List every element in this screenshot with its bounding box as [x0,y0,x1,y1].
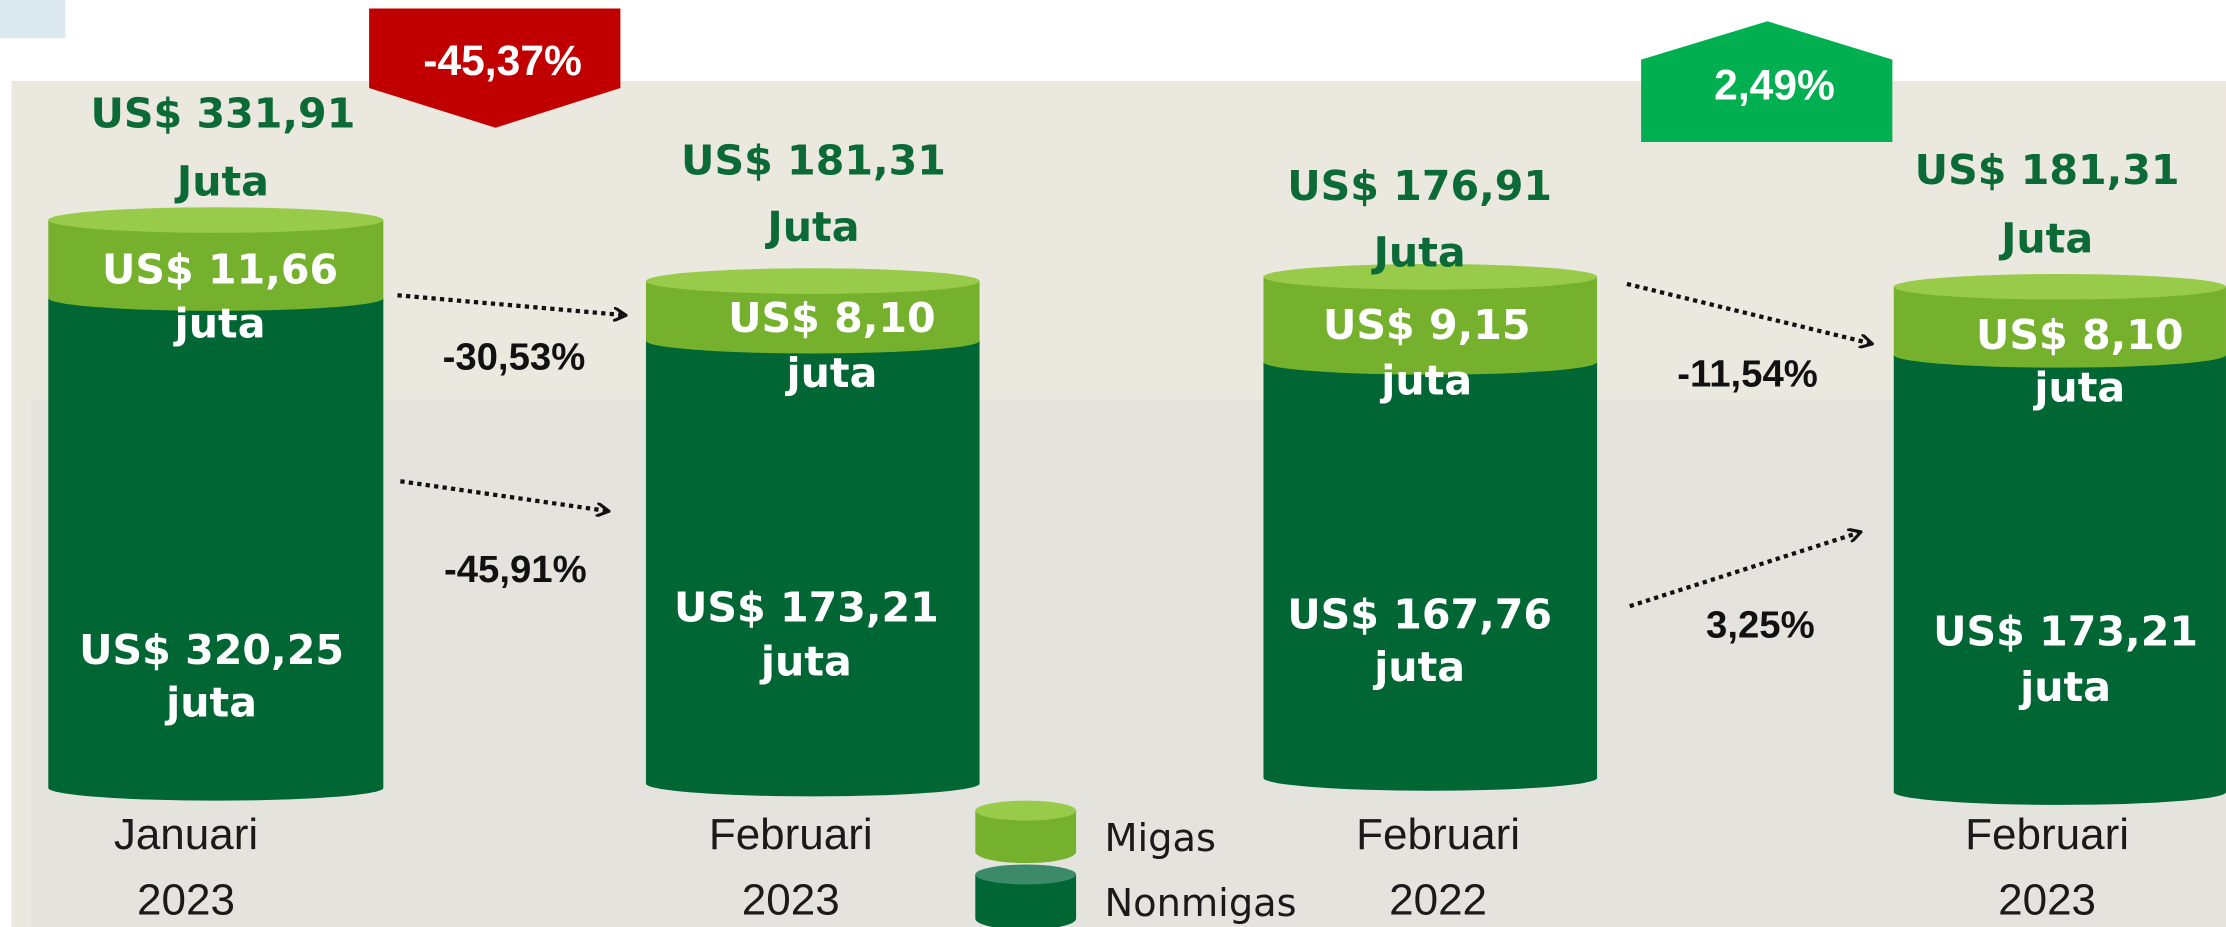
total-unit: Juta [764,203,859,251]
badge-down [369,8,621,128]
migas-unit: juta [2032,363,2125,411]
total-value: US$ 181,31 [681,136,946,184]
cylinder-nonmigas [645,340,980,797]
nonmigas-unit: juta [759,637,852,685]
nonmigas-value: US$ 173,21 [674,583,939,631]
legend-label: Nonmigas [1104,881,1296,926]
legend-migas-top [975,800,1077,821]
year: 2023 [137,875,235,924]
migas-value: US$ 9,15 [1323,301,1531,349]
total-value: US$ 176,91 [1287,162,1552,210]
migas-value: US$ 11,66 [102,246,338,294]
year: 2022 [1389,875,1487,924]
nonmigas-value: US$ 320,25 [79,626,344,674]
cylinder-top [1893,273,2226,300]
cylinder-nonmigas [48,298,384,801]
badge-label: -45,37% [423,37,582,85]
total-value: US$ 181,31 [1915,146,2180,194]
background-lower [31,400,2226,927]
nonmigas-value: US$ 167,76 [1287,591,1552,639]
year: 2023 [742,875,840,924]
period: Januari [114,810,258,859]
migas-unit: juta [173,300,266,348]
nonmigas-unit: juta [2018,663,2111,711]
change-label: 3,25% [1706,604,1815,647]
migas-unit: juta [784,349,877,397]
legend-migas-body [975,810,1077,864]
change-arrow [400,479,607,511]
cylinder-nonmigas [1263,361,1598,791]
change-arrow [1629,532,1860,609]
total-value: US$ 331,91 [90,89,355,137]
cylinder-nonmigas [1893,354,2226,805]
cylinder-top [1263,264,1598,290]
year: 2023 [1998,875,2096,924]
change-label: -11,54% [1677,352,1818,395]
migas-unit: juta [1379,356,1472,404]
total-unit: Juta [174,158,269,206]
period: Februari [1356,810,1520,859]
nonmigas-unit: juta [164,679,257,727]
badge-up [1641,21,1893,142]
corner-tab [0,0,66,39]
cylinder-migas [48,220,384,311]
legend-nonmigas-top [975,864,1077,885]
total-unit: Juta [1998,214,2093,262]
cylinder-top [48,207,384,233]
nonmigas-value: US$ 173,21 [1933,608,2198,656]
migas-value: US$ 8,10 [728,294,936,342]
change-arrow [397,293,625,315]
cylinder-migas [1263,276,1598,375]
cylinder-top [645,268,980,294]
cylinder-migas [1893,286,2226,368]
total-unit: Juta [1371,229,1466,277]
cylinder-migas [645,281,980,354]
legend-label: Migas [1104,816,1215,861]
change-label: -45,91% [444,548,587,591]
migas-value: US$ 8,10 [1976,311,2184,359]
legend-nonmigas-body [975,874,1077,927]
period: Februari [709,810,873,859]
period: Februari [1965,810,2129,859]
badge-label: 2,49% [1714,61,1835,109]
change-label: -30,53% [443,335,586,378]
nonmigas-unit: juta [1372,643,1465,691]
